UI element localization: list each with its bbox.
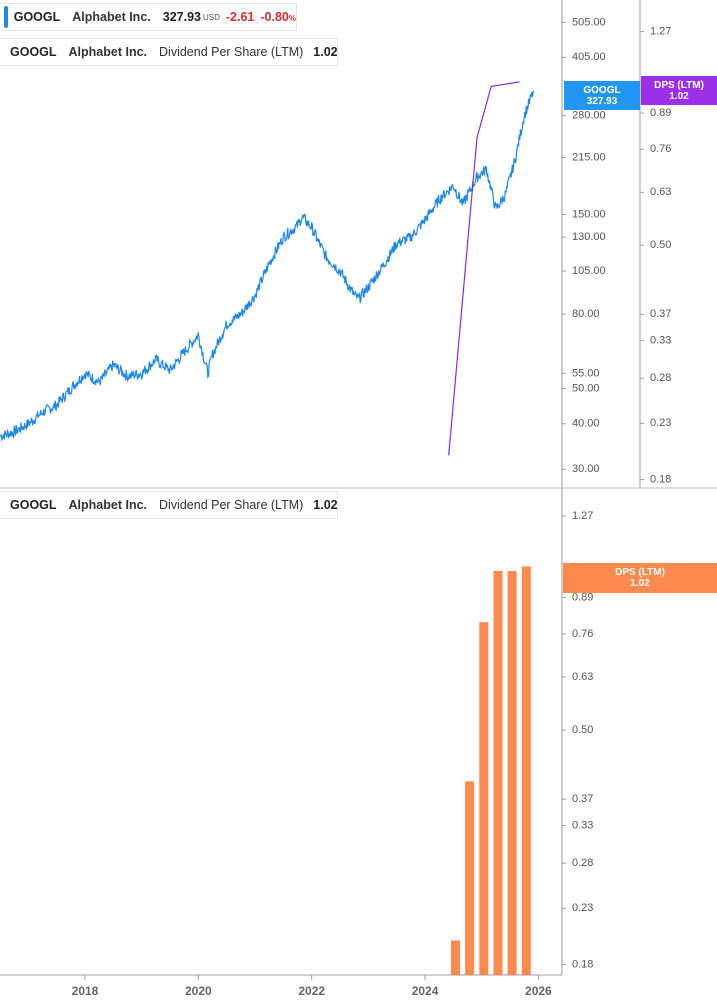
price-tag-value: 327.93	[564, 96, 640, 107]
dps-bar	[465, 781, 474, 975]
x-tick-label: 2018	[72, 984, 99, 998]
dps-bar	[451, 940, 460, 975]
legend-indicator: Dividend Per Share (LTM)	[159, 498, 303, 512]
legend-ticker: GOOGL	[14, 10, 61, 24]
price-tick-label: 55.00	[572, 367, 600, 379]
dps-tick-label: 0.33	[650, 334, 671, 346]
dps-tick-label: 0.23	[650, 417, 671, 429]
dps-bar	[508, 571, 517, 975]
legend-change: -2.61	[226, 10, 255, 24]
price-tick-label: 105.00	[572, 265, 606, 277]
legend-company-name: Alphabet Inc.	[72, 10, 150, 24]
x-tick-label: 2020	[185, 984, 212, 998]
price-tick-label: 130.00	[572, 231, 606, 243]
dps-bar	[522, 566, 531, 975]
bottom-tick-label: 0.50	[572, 724, 593, 736]
legend-dps-bottom[interactable]: GOOGL Alphabet Inc. Dividend Per Share (…	[0, 491, 338, 519]
dps-bar	[494, 571, 503, 975]
dps-bar-series	[451, 566, 531, 975]
dps-tag-value: 1.02	[641, 91, 717, 102]
series-color-swatch	[4, 6, 8, 28]
x-tick-label: 2022	[298, 984, 325, 998]
legend-value: 1.02	[313, 45, 337, 59]
x-tick-label: 2026	[525, 984, 552, 998]
legend-ticker: GOOGL	[10, 498, 57, 512]
bottom-tick-label: 0.33	[572, 819, 593, 831]
price-tick-label: 30.00	[572, 463, 600, 475]
dps-tick-label: 0.63	[650, 186, 671, 198]
legend-value: 1.02	[313, 498, 337, 512]
bottom-tick-label: 0.37	[572, 793, 593, 805]
bottom-tick-label: 0.76	[572, 628, 593, 640]
dps-series	[449, 82, 520, 456]
dps-tag-top: DPS (LTM) 1.02	[641, 76, 717, 105]
legend-indicator: Dividend Per Share (LTM)	[159, 45, 303, 59]
dps-tick-label: 0.89	[650, 107, 671, 119]
dps-tag-value: 1.02	[563, 578, 717, 589]
price-line	[0, 91, 534, 440]
price-tick-label: 50.00	[572, 382, 600, 394]
x-axis-ticks: 2018 2020 2022 2024 2026	[72, 975, 552, 998]
legend-pct-sign: %	[289, 14, 296, 23]
legend-change-pct: -0.80%	[260, 10, 296, 24]
price-tag-ticker: GOOGL	[564, 85, 640, 96]
dps-bar	[479, 622, 488, 975]
dps-tag-bottom: DPS (LTM) 1.02	[563, 563, 717, 593]
dps-tag-label: DPS (LTM)	[641, 80, 717, 91]
legend-price-value: 327.93	[163, 10, 201, 24]
bottom-tick-label: 0.89	[572, 592, 593, 604]
legend-currency: USD	[203, 13, 220, 22]
dps-tick-label: 0.37	[650, 308, 671, 320]
dps-tick-label: 1.27	[650, 26, 671, 38]
legend-ticker: GOOGL	[10, 45, 57, 59]
dps-line	[449, 82, 520, 456]
bottom-tick-label: 0.28	[572, 857, 593, 869]
x-tick-label: 2024	[412, 984, 439, 998]
legend-company-name: Alphabet Inc.	[69, 45, 147, 59]
price-tick-label: 80.00	[572, 308, 600, 320]
dps-tag-label: DPS (LTM)	[563, 567, 717, 578]
dps-tick-label: 0.50	[650, 239, 671, 251]
bottom-tick-label: 0.63	[572, 671, 593, 683]
price-tick-label: 215.00	[572, 151, 606, 163]
bottom-tick-label: 0.18	[572, 958, 593, 970]
price-tag: GOOGL 327.93	[564, 81, 640, 110]
bottom-tick-label: 1.27	[572, 510, 593, 522]
price-tick-label: 40.00	[572, 418, 600, 430]
price-series	[0, 91, 534, 440]
dps-tick-label: 0.76	[650, 143, 671, 155]
bottom-tick-label: 0.23	[572, 902, 593, 914]
price-tick-label: 150.00	[572, 208, 606, 220]
legend-dps-top[interactable]: GOOGL Alphabet Inc. Dividend Per Share (…	[0, 38, 338, 66]
price-tick-label: 280.00	[572, 110, 606, 122]
legend-company-name: Alphabet Inc.	[69, 498, 147, 512]
dps-tick-label: 0.28	[650, 372, 671, 384]
price-tick-label: 405.00	[572, 51, 606, 63]
price-tick-label: 505.00	[572, 16, 606, 28]
legend-price[interactable]: GOOGL Alphabet Inc. 327.93 USD -2.61 -0.…	[0, 3, 297, 31]
dps-tick-label: 0.18	[650, 473, 671, 485]
legend-change-pct-value: -0.80	[260, 10, 289, 24]
